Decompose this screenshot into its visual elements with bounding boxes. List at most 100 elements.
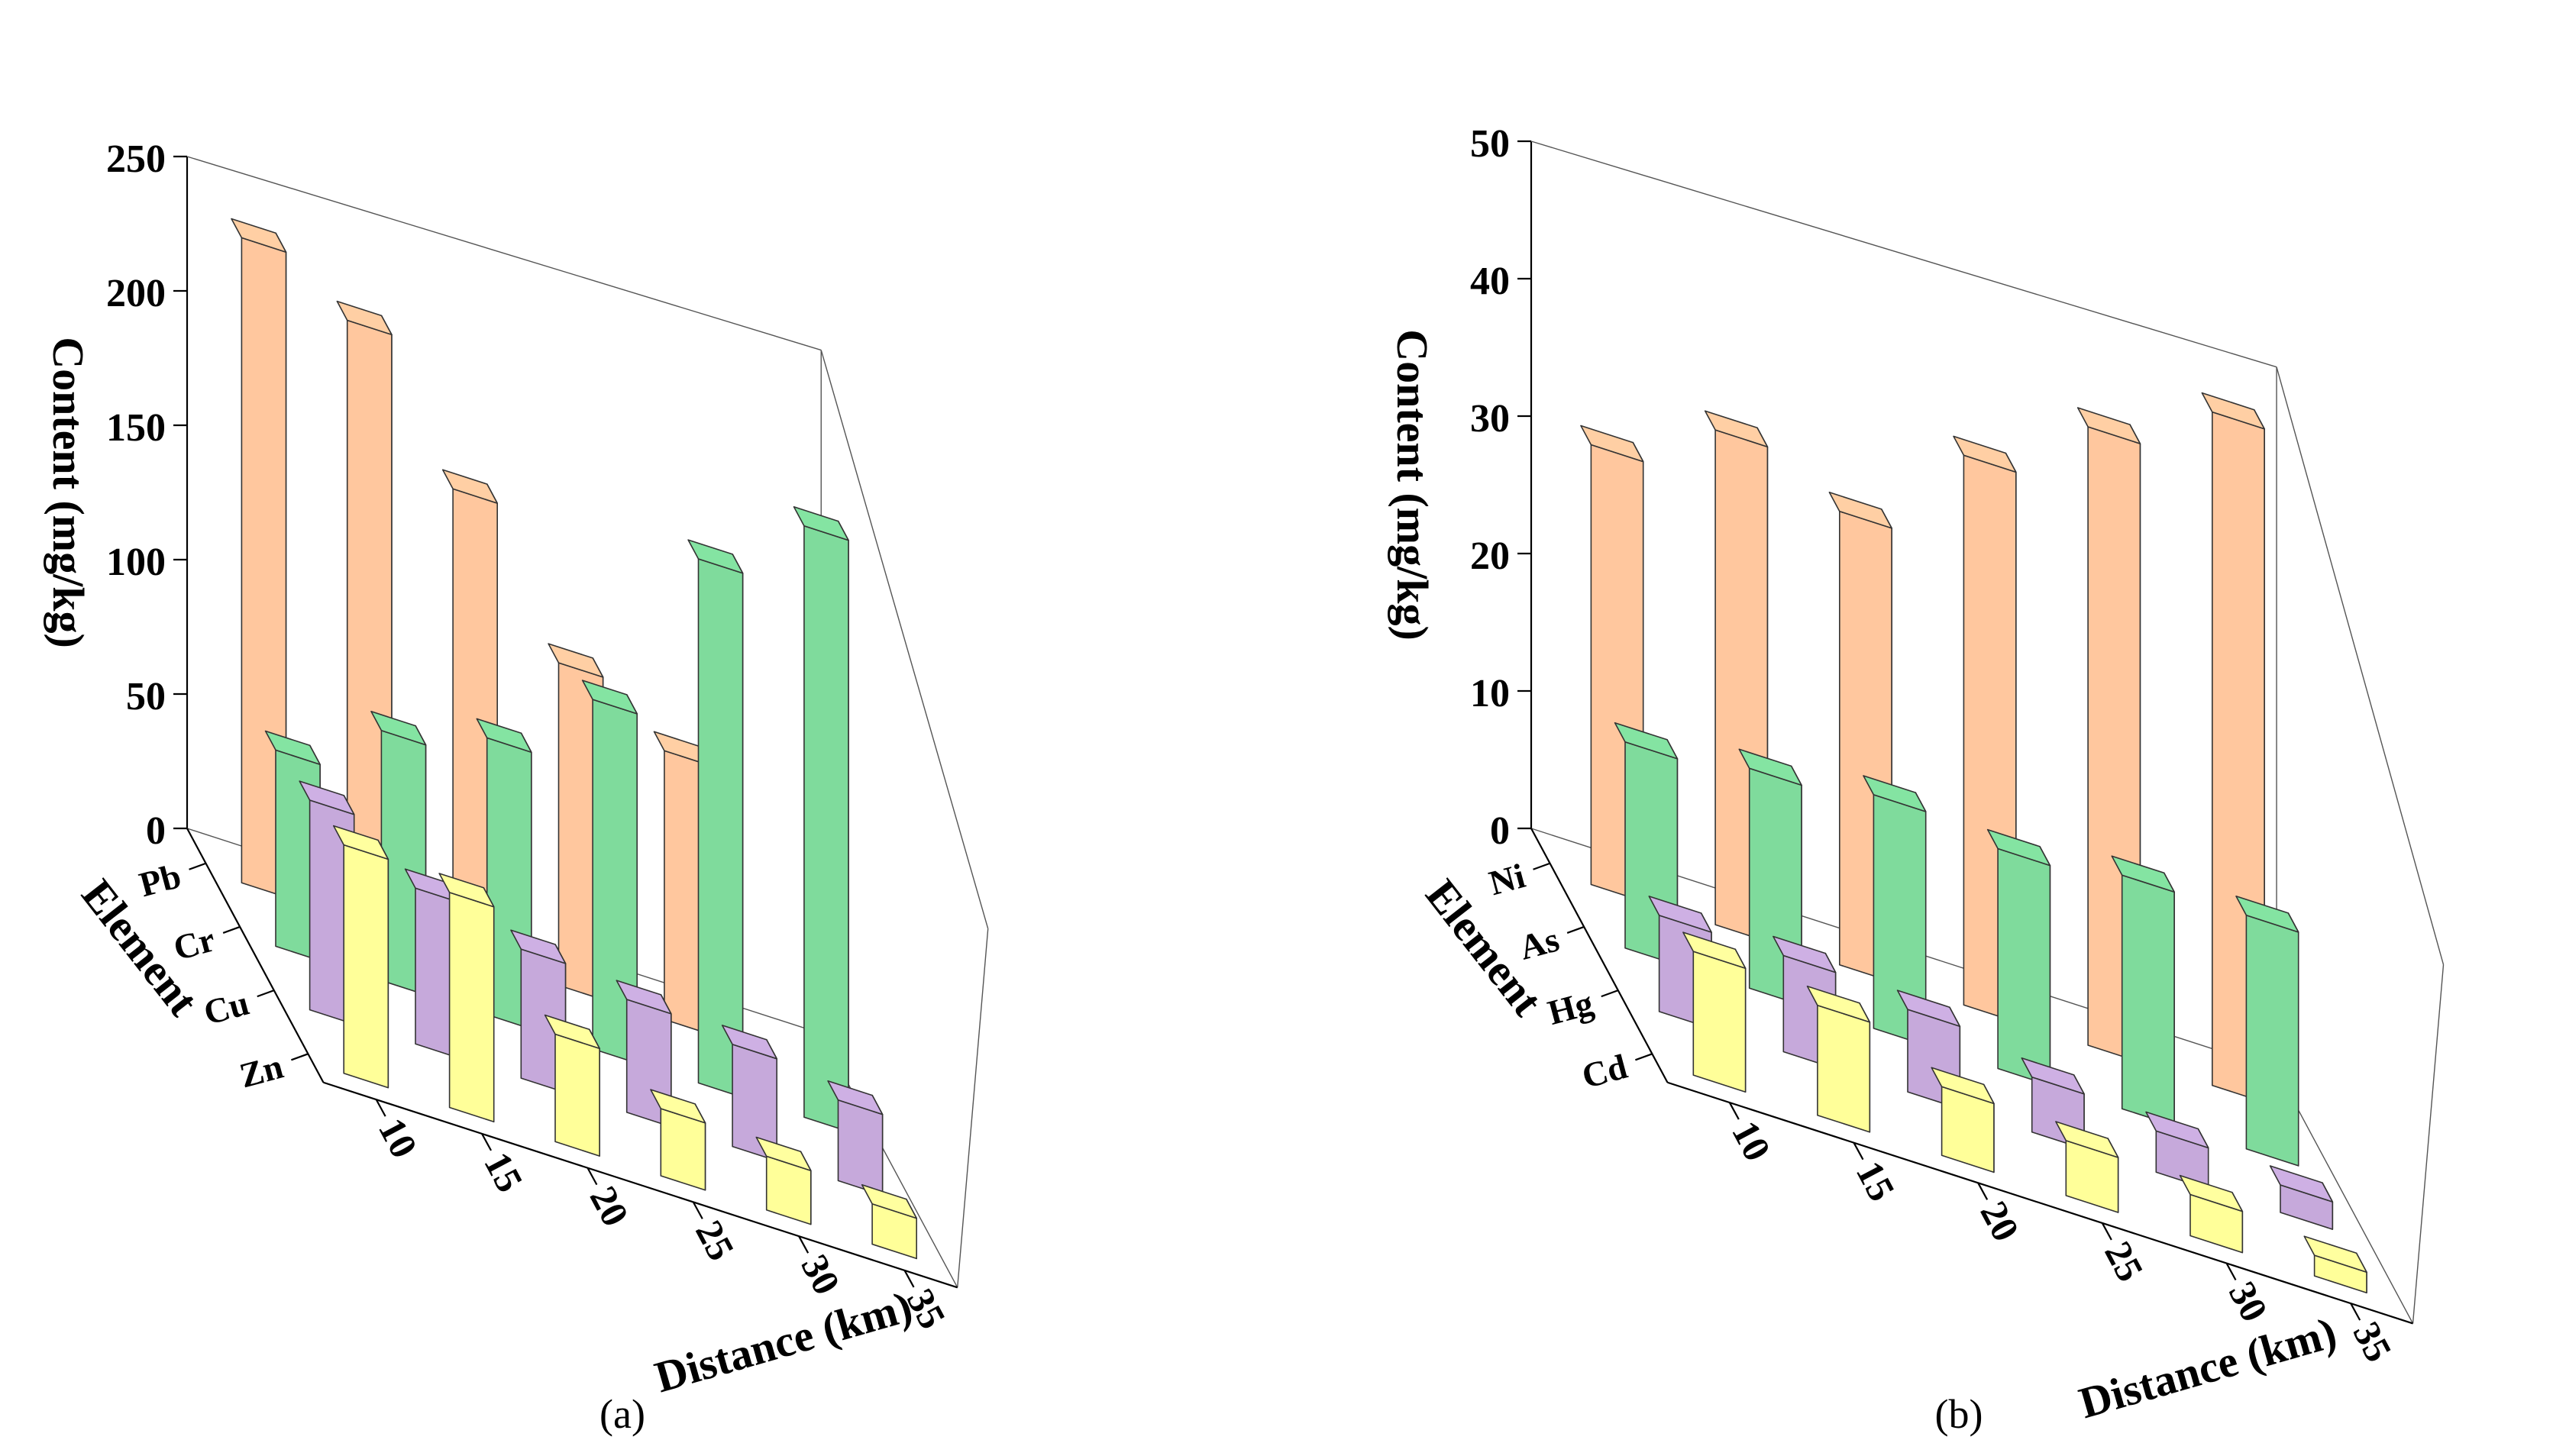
bar-top-face (1682, 931, 1747, 969)
z-tick-label: 50 (126, 675, 166, 718)
bar (581, 680, 638, 1064)
z-tick-label: 10 (1470, 672, 1510, 715)
bar-top-face (581, 680, 638, 715)
bar-top-face (370, 710, 427, 746)
bar-top-face (2269, 1165, 2334, 1203)
y-tick-label: Cd (1578, 1047, 1631, 1096)
y-tick-mark (222, 925, 241, 934)
bar-top-face (1704, 410, 1769, 448)
bar-top-face (544, 1014, 600, 1050)
bar-top-face (2235, 896, 2299, 933)
bar-top-face (1863, 775, 1927, 812)
panel-label: (b) (1935, 1391, 1983, 1437)
bar (793, 505, 849, 1132)
bar (2055, 1121, 2119, 1213)
bar (721, 1025, 778, 1162)
bar (687, 539, 744, 1098)
bar-front-face (2245, 915, 2299, 1167)
bar-top-face (1648, 896, 1712, 933)
x-axis-title: Distance (km) (649, 1281, 917, 1402)
bar (1863, 775, 1927, 1046)
y-tick-label: Zn (235, 1047, 287, 1096)
bar-top-face (1828, 491, 1892, 529)
bar-front-face (1997, 847, 2051, 1086)
bar-front-face (1692, 951, 1747, 1093)
bar-top-face (1580, 425, 1644, 463)
x-tick-label: 25 (687, 1213, 743, 1267)
x-axis-title: Distance (km) (2073, 1307, 2341, 1428)
x-tick-label: 10 (1724, 1114, 1779, 1167)
right-front-edge (2412, 964, 2445, 1324)
bar-top-face (861, 1184, 917, 1219)
z-tick-label: 40 (1470, 260, 1510, 303)
y-tick-mark (1635, 1053, 1653, 1061)
y-tick-label: Pb (135, 856, 185, 904)
bar-top-face (2179, 1174, 2244, 1212)
right-front-edge (957, 928, 989, 1288)
bar-top-face (332, 825, 389, 860)
bar-top-face (827, 1080, 884, 1115)
bar-top-face (476, 718, 532, 754)
bar-top-face (687, 539, 744, 574)
bar-front-face (2121, 874, 2175, 1127)
back-top-edge (186, 156, 822, 351)
bar (755, 1136, 812, 1225)
bar-top-face (721, 1025, 778, 1060)
bar-top-face (650, 1089, 706, 1124)
x-tick-label: 35 (2345, 1315, 2400, 1368)
bar-top-face (231, 218, 287, 253)
back-top-edge (1530, 140, 2277, 368)
bar-top-face (1738, 748, 1802, 786)
bar-front-face (1817, 1004, 1871, 1133)
bar-top-face (2303, 1235, 2367, 1273)
x-tick-label: 30 (2221, 1274, 2277, 1328)
z-tick-label: 50 (1470, 122, 1510, 166)
y-tick-label: Hg (1543, 983, 1597, 1032)
x-tick-mark (798, 1235, 810, 1254)
z-tick-label: 0 (1490, 809, 1510, 853)
panel-label: (a) (599, 1391, 645, 1437)
bar (544, 1014, 600, 1157)
bar (332, 825, 389, 1089)
right-top-edge (820, 350, 989, 929)
bar-top-face (548, 643, 604, 678)
bar (2235, 896, 2299, 1167)
bar-top-face (1896, 989, 1961, 1027)
x-tick-mark (2225, 1263, 2237, 1281)
z-tick-label: 20 (1470, 534, 1510, 578)
right-floor-edge (2276, 1069, 2414, 1324)
bar-top-face (1806, 985, 1871, 1023)
x-tick-mark (481, 1133, 493, 1151)
x-tick-label: 15 (1848, 1154, 1904, 1208)
z-axis-title: Content (mg/kg) (1388, 329, 1437, 641)
y-tick-label: Cu (199, 983, 253, 1032)
x-tick-mark (587, 1167, 598, 1186)
bar-top-face (441, 469, 499, 504)
bar (1682, 931, 1747, 1093)
bar-front-face (697, 558, 744, 1098)
bar-top-face (2111, 855, 2175, 893)
bar-front-face (343, 844, 389, 1089)
bar-top-face (1986, 828, 2051, 867)
y-tick-mark (1566, 925, 1585, 934)
bar-top-face (2021, 1057, 2085, 1095)
bar-top-face (2145, 1111, 2209, 1149)
bar (2303, 1235, 2367, 1293)
x-tick-label: 10 (370, 1111, 426, 1164)
z-tick-label: 100 (106, 541, 166, 584)
bar-top-face (1614, 722, 1679, 760)
bar-top-face (2201, 392, 2265, 430)
bar-top-face (755, 1136, 812, 1171)
x-tick-mark (1728, 1102, 1740, 1120)
bar (1986, 828, 2051, 1086)
x-tick-mark (1977, 1182, 1989, 1200)
bar-front-face (448, 892, 495, 1123)
bar (1806, 985, 1871, 1133)
x-axis-line (323, 1081, 958, 1289)
x-axis-line (1667, 1081, 2413, 1325)
x-tick-label: 15 (476, 1145, 532, 1199)
bar-top-face (1931, 1067, 1995, 1105)
bar-front-face (837, 1099, 884, 1196)
